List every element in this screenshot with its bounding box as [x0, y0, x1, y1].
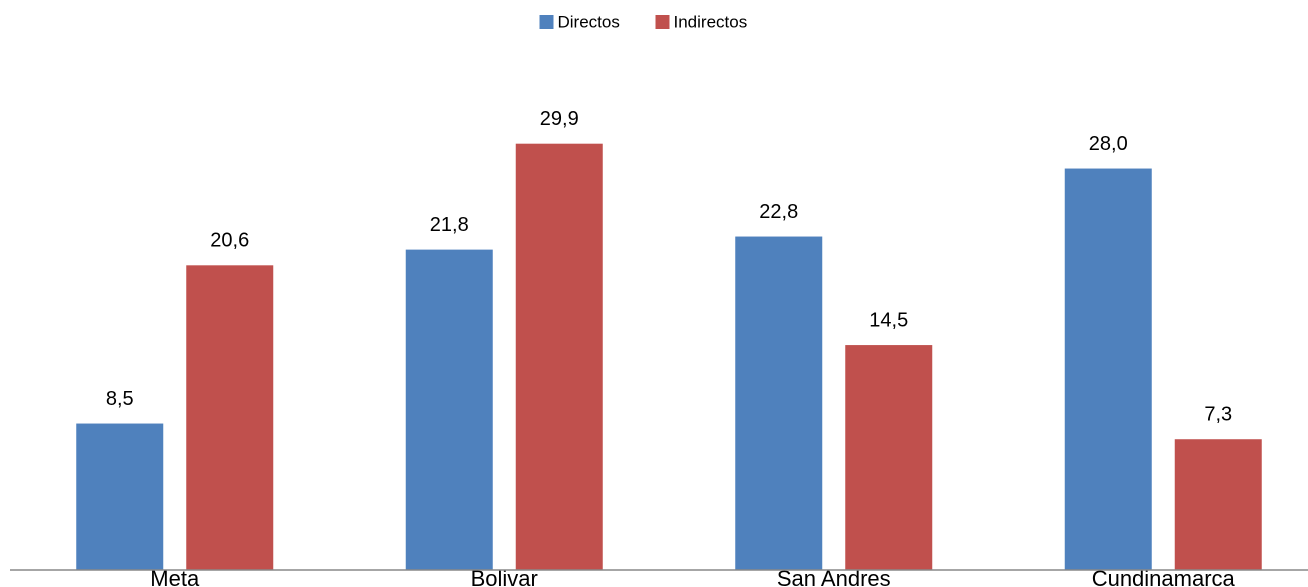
legend-swatch [539, 15, 554, 29]
x-tick-label: Cundinamarca [1092, 566, 1236, 587]
bar [405, 249, 493, 570]
x-tick-label: Bolivar [471, 566, 538, 587]
data-label: 29,9 [540, 108, 579, 130]
bar [76, 423, 164, 570]
data-label: 20,6 [210, 230, 249, 252]
x-tick-label: San Andres [777, 566, 891, 587]
legend-label: Directos [558, 12, 620, 31]
bar [1174, 439, 1262, 570]
bar [186, 265, 274, 570]
legend-label: Indirectos [674, 12, 748, 31]
data-label: 28,0 [1089, 133, 1128, 155]
bar [845, 345, 933, 570]
data-label: 14,5 [869, 309, 908, 331]
bar [735, 236, 823, 571]
bar [1064, 168, 1152, 571]
legend-swatch [655, 15, 670, 29]
data-label: 21,8 [430, 214, 469, 236]
bar [515, 143, 603, 570]
data-label: 22,8 [759, 201, 798, 223]
x-tick-label: Meta [150, 566, 200, 587]
data-label: 7,3 [1204, 404, 1232, 426]
data-label: 8,5 [106, 388, 134, 410]
